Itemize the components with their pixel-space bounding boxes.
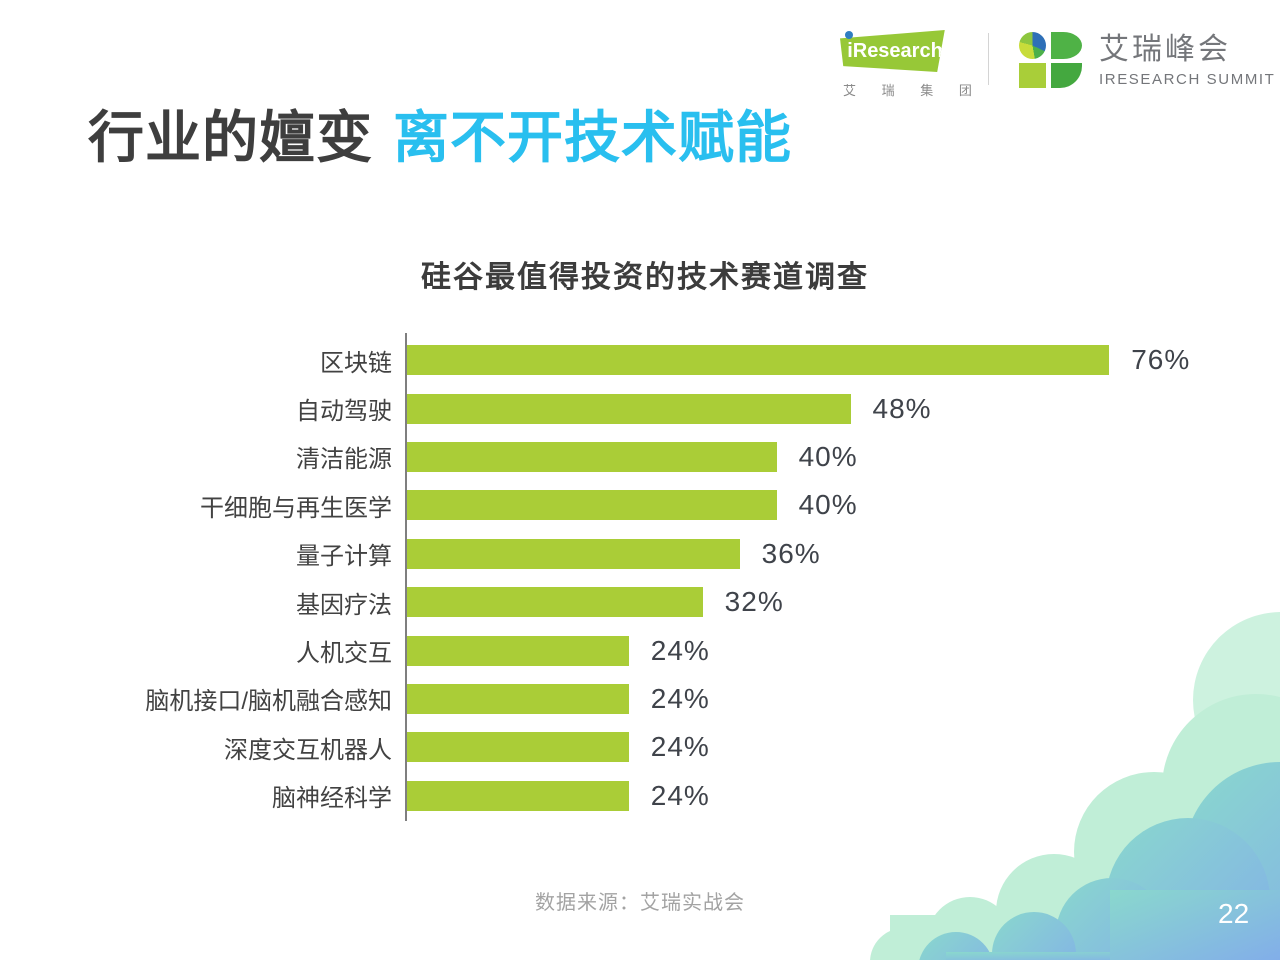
bar [407,393,851,424]
category-label: 区块链 [320,349,392,377]
iresearch-logo-subtext: 艾 瑞 集 团 [843,83,983,98]
value-label: 76% [1131,344,1191,376]
cloud-blue [919,762,1280,960]
value-label: 36% [761,537,821,569]
category-label: 深度交互机器人 [224,736,392,764]
value-label: 24% [650,779,710,811]
chart-row: 干细胞与再生医学 40% [88,481,1190,529]
page-title: 行业的嬗变 离不开技术赋能 [88,104,792,171]
data-source-note: 数据来源：艾瑞实战会 [535,892,745,914]
iresearch-logo: iResearch 艾 瑞 集 团 [838,30,983,99]
bar [407,587,703,618]
value-label: 32% [724,586,784,618]
summit-mark-shape-icon [1051,63,1082,88]
bar-wrap: 40% [407,489,858,521]
value-label: 40% [798,489,858,521]
chart-axis-line [405,333,407,821]
category-label: 干细胞与再生医学 [200,494,392,522]
chart-row: 区块链 76% [88,336,1190,384]
chart-row: 人机交互 24% [88,626,1190,674]
summit-logo-text: 艾瑞峰会 IRESEARCH SUMMIT [1099,33,1275,88]
summit-logo: 艾瑞峰会 IRESEARCH SUMMIT [1017,32,1275,88]
value-label: 40% [798,440,858,472]
bar-wrap: 24% [407,731,710,763]
category-label: 基因疗法 [296,591,392,619]
value-label: 48% [872,392,932,424]
iresearch-logo-flag: iResearch [840,30,945,72]
summit-name-cn: 艾瑞峰会 [1099,32,1231,66]
header-logos: iResearch 艾 瑞 集 团 艾瑞峰会 IRESEARCH SUMMIT [838,30,1275,99]
category-label: 量子计算 [296,543,392,571]
chart-row: 量子计算 36% [88,530,1190,578]
value-label: 24% [650,634,710,666]
chart-title: 硅谷最值得投资的技术赛道调查 [421,261,869,294]
summit-logo-icon [1017,32,1083,88]
page-number: 22 [1218,898,1250,929]
summit-mark-shape-icon [1051,32,1082,59]
chart-row: 脑神经科学 24% [88,772,1190,820]
bar [407,732,629,763]
bar [407,635,629,666]
value-label: 24% [650,731,710,763]
bar-wrap: 48% [407,393,932,425]
bar [407,490,777,521]
page-title-dark: 行业的嬗变 [88,106,373,169]
iresearch-i-dot-icon [845,31,853,39]
summit-mark-globe-icon [1019,32,1046,59]
bar-wrap: 24% [407,683,710,715]
bar-wrap: 76% [407,344,1190,376]
clouds-graphic [870,612,1280,960]
chart-row: 基因疗法 32% [88,578,1190,626]
category-label: 自动驾驶 [296,398,392,426]
bar-wrap: 36% [407,538,821,570]
bar [407,345,1110,376]
value-label: 24% [650,682,710,714]
category-label: 人机交互 [296,640,392,668]
category-label: 清洁能源 [296,446,392,474]
bar-chart: 区块链 76% 自动驾驶 48% 清洁能源 40% 干细胞与再生医学 [88,336,1190,820]
summit-name-en: IRESEARCH SUMMIT [1099,70,1276,88]
page-title-accent: 离不开技术赋能 [393,106,792,169]
bar [407,538,740,569]
chart-row: 自动驾驶 48% [88,384,1190,432]
category-label: 脑神经科学 [272,785,392,813]
bar-wrap: 32% [407,586,784,618]
logo-divider [988,33,989,85]
chart-row: 脑机接口/脑机融合感知 24% [88,675,1190,723]
bar [407,683,629,714]
bar-wrap: 24% [407,635,710,667]
chart-row: 深度交互机器人 24% [88,723,1190,771]
summit-mark-shape-icon [1019,63,1046,88]
bar-wrap: 40% [407,441,858,473]
bar [407,441,777,472]
iresearch-logo-text: iResearch [847,39,943,62]
category-label: 脑机接口/脑机融合感知 [145,688,392,716]
bar [407,780,629,811]
bar-wrap: 24% [407,780,710,812]
chart-row: 清洁能源 40% [88,433,1190,481]
